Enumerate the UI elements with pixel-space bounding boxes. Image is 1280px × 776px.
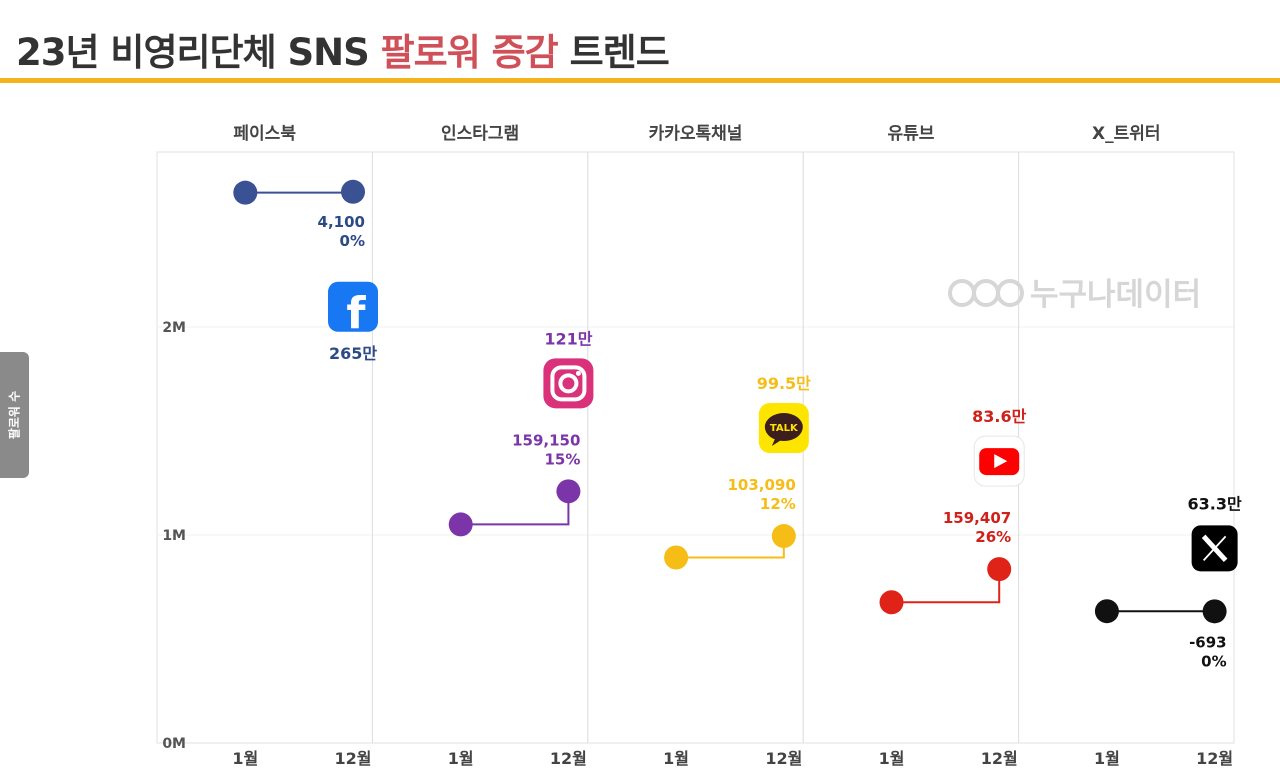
title-underline: [0, 78, 1280, 83]
data-point-dec: [771, 524, 796, 549]
panel-title-1: 인스타그램: [441, 124, 519, 144]
connector-line: [245, 191, 355, 194]
youtube-icon-play: [994, 454, 1008, 469]
data-point-dec: [1202, 599, 1227, 624]
x-tick-label: 12월: [981, 749, 1018, 768]
watermark-text: 누구나데이터: [1030, 277, 1201, 313]
y-axis-label-tab: 팔로워 수: [0, 352, 29, 478]
page-title: 23년 비영리단체 SNS 팔로워 증감 트렌드: [16, 31, 670, 74]
panel-title-0: 페이스북: [233, 124, 296, 144]
change-pct-label: 12%: [760, 495, 796, 513]
connector-line: [891, 569, 1001, 604]
data-point-jan: [879, 590, 904, 615]
change-value-label: 4,100: [318, 213, 365, 231]
data-point-jan: [448, 512, 473, 537]
change-value-label: 159,407: [943, 509, 1011, 527]
connector-line: [676, 536, 785, 559]
data-point-jan: [1094, 599, 1119, 624]
x-tick-label: 1월: [232, 749, 258, 768]
x-tick-label: 1월: [448, 749, 474, 768]
watermark-logo-icon: [996, 279, 1024, 307]
instagram-icon-lens: [558, 373, 579, 394]
total-followers-label: 63.3만: [1188, 494, 1242, 513]
kakaotalk-icon-bubble: [764, 413, 803, 442]
facebook-icon-glyph: f: [346, 288, 366, 339]
total-followers-label: 83.6만: [972, 407, 1026, 426]
y-tick-label: 0M: [162, 736, 186, 752]
change-pct-label: 0%: [1201, 652, 1226, 670]
panel-title-4: X_트위터: [1092, 124, 1161, 144]
change-pct-label: 15%: [545, 450, 581, 468]
instagram-icon-frame: [550, 365, 587, 402]
x-twitter-icon-stroke-b: [1202, 535, 1227, 561]
x-tick-label: 1월: [663, 749, 689, 768]
total-followers-label: 99.5만: [757, 374, 811, 393]
y-tick-label: 1M: [162, 528, 186, 544]
kakaotalk-icon-tail: [771, 437, 783, 447]
total-followers-label: 265만: [329, 344, 377, 363]
connector-line: [460, 491, 570, 526]
total-followers-label: 121만: [544, 329, 592, 348]
watermark-logo-icon: [948, 279, 976, 307]
change-pct-label: 0%: [340, 232, 365, 250]
x-tick-label: 12월: [1196, 749, 1233, 768]
x-tick-label: 1월: [879, 749, 905, 768]
x-tick-label: 12월: [765, 749, 802, 768]
change-value-label: 103,090: [727, 476, 795, 494]
change-pct-label: 26%: [975, 528, 1011, 546]
change-value-label: -693: [1189, 633, 1227, 651]
panel-title-3: 유튜브: [887, 124, 934, 144]
change-value-label: 159,150: [512, 431, 580, 449]
data-point-dec: [987, 557, 1012, 582]
data-point-dec: [556, 479, 581, 504]
data-point-jan: [233, 180, 258, 205]
data-point-dec: [341, 179, 366, 204]
kakaotalk-icon-glyph: TALK: [770, 423, 799, 434]
x-tick-label: 1월: [1094, 749, 1120, 768]
y-tick-label: 2M: [162, 320, 186, 336]
instagram-icon-dot: [575, 370, 581, 376]
facebook-icon: [328, 281, 379, 332]
panel-title-2: 카카오톡채널: [649, 124, 743, 144]
plot-frame: [156, 151, 1235, 744]
data-point-jan: [664, 545, 689, 570]
x-tick-label: 12월: [550, 749, 587, 768]
watermark-logo-icon: [972, 279, 1000, 307]
title-highlight: 팔로워 증감: [380, 31, 559, 74]
x-tick-label: 12월: [335, 749, 372, 768]
